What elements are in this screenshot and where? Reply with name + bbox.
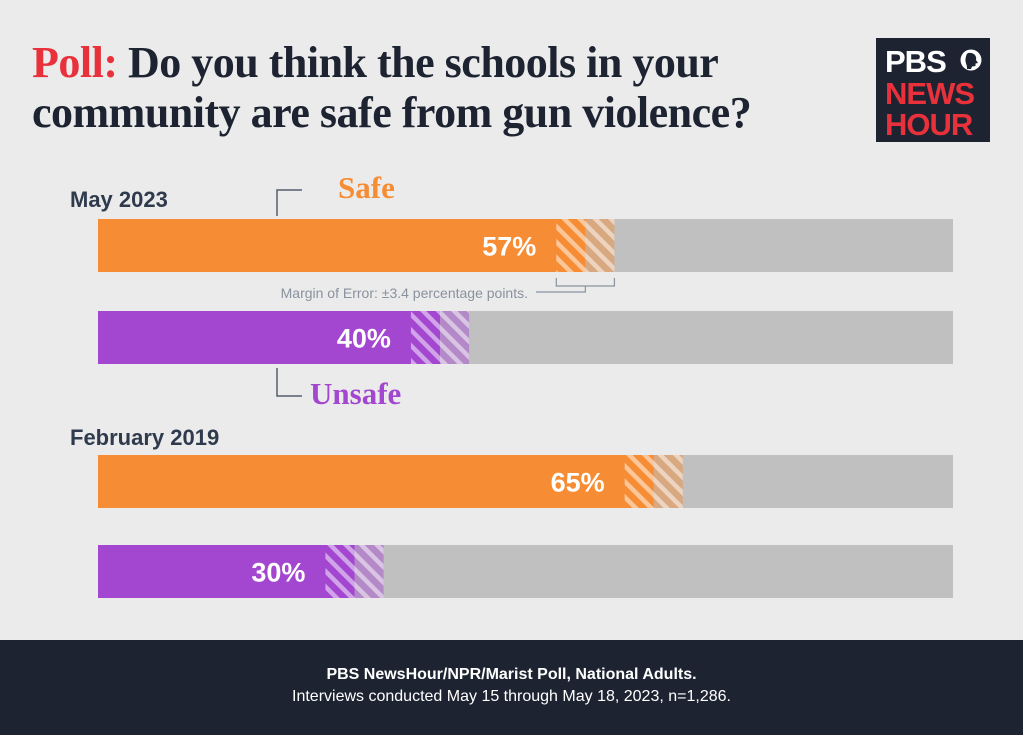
title-text: Do you think the schools in your communi… (32, 38, 752, 137)
series-label-safe: Safe (338, 170, 395, 205)
title-prefix: Poll: (32, 38, 118, 87)
logo-line-pbs: PBS (885, 44, 947, 79)
pbs-newshour-logo: PBS NEWS HOUR (876, 38, 990, 142)
bar-safe-may-2023-moe-hatch (556, 219, 615, 272)
series-label-unsafe: Unsafe (310, 376, 401, 411)
bar-unsafe-february-2019 (98, 545, 355, 598)
methodology-note: Interviews conducted May 15 through May … (292, 688, 731, 705)
bar-unsafe-may-2023-moe-hatch (410, 311, 470, 364)
logo-line-hour: HOUR (885, 107, 973, 142)
chart-title: Poll: Do you think the schools in your c… (32, 38, 852, 138)
pbs-head-icon (960, 49, 982, 71)
bar-safe-february-2019-value-label: 65% (551, 468, 605, 498)
source-text: PBS NewsHour/NPR/Marist Poll, National A… (326, 666, 697, 683)
margin-of-error-note: Margin of Error: ±3.4 percentage points. (281, 285, 528, 301)
bar-unsafe-february-2019-moe-hatch (325, 545, 384, 598)
category-label-february-2019: February 2019 (70, 425, 219, 450)
margin-of-error-callout: Margin of Error: ±3.4 percentage points. (281, 278, 616, 301)
category-label-may-2023: May 2023 (70, 187, 168, 212)
bar-chart: May 2023 February 2019 57% 40% 65% 30% Safe… (70, 170, 953, 598)
bar-unsafe-february-2019-value-label: 30% (251, 558, 305, 588)
bar-unsafe-may-2023 (98, 311, 440, 364)
safe-legend-callout: Safe (276, 170, 395, 216)
bar-unsafe-may-2023-value-label: 40% (337, 324, 391, 354)
bar-safe-february-2019-moe-hatch (624, 455, 683, 508)
footer: PBS NewsHour/NPR/Marist Poll, National A… (0, 640, 1023, 735)
bar-safe-may-2023 (98, 219, 586, 272)
unsafe-legend-callout: Unsafe (276, 368, 401, 411)
bar-safe-may-2023-value-label: 57% (482, 232, 536, 262)
bar-safe-february-2019 (98, 455, 654, 508)
logo-line-news: NEWS (885, 76, 975, 111)
